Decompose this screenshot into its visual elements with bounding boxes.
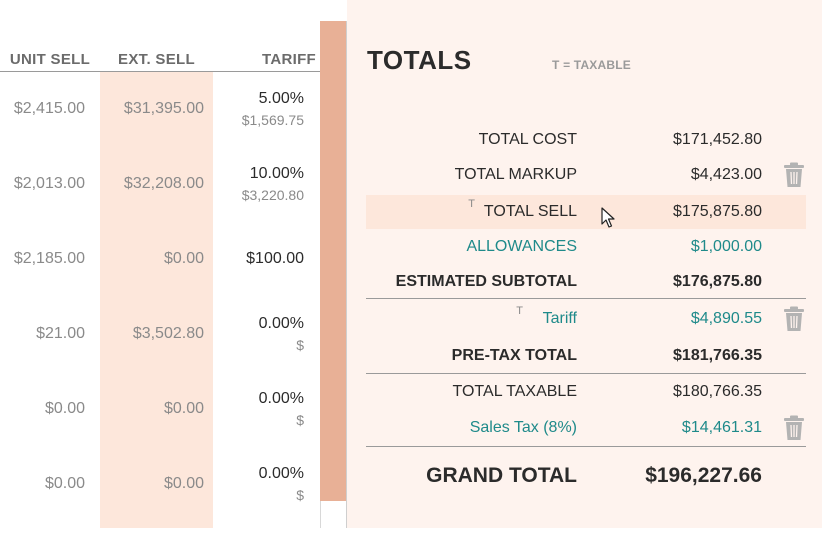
ext-sell-cell: $31,395.00	[123, 100, 204, 117]
allowances-link[interactable]: ALLOWANCES	[466, 238, 577, 255]
table-row: $2,013.00 $32,208.00 10.00% $3,220.80	[0, 165, 320, 250]
unit-sell-cell: $2,185.00	[13, 250, 85, 267]
line-items-table: UNIT SELL EXT. SELL TARIFF $2,415.00 $31…	[0, 0, 320, 528]
tariff-amount: $3,220.80	[241, 187, 304, 203]
taxable-marker: T	[468, 198, 475, 210]
table-header: UNIT SELL EXT. SELL TARIFF	[0, 40, 320, 72]
total-cost-label: TOTAL COST	[478, 131, 577, 148]
tariff-value[interactable]: $100.00	[246, 250, 304, 267]
sales-tax-link[interactable]: Sales Tax (8%)	[469, 419, 577, 436]
unit-sell-cell: $2,415.00	[13, 100, 85, 117]
table-row: $2,415.00 $31,395.00 5.00% $1,569.75	[0, 90, 320, 175]
pre-tax-total-row: PRE-TAX TOTAL $181,766.35	[366, 339, 806, 373]
table-row: $0.00 $0.00 0.00% $	[0, 390, 320, 475]
taxable-marker: T	[516, 305, 523, 317]
tariff-row[interactable]: T Tariff $4,890.55	[366, 302, 806, 336]
total-markup-label: TOTAL MARKUP	[454, 166, 577, 183]
total-taxable-label: TOTAL TAXABLE	[452, 383, 578, 400]
ext-sell-cell: $32,208.00	[123, 175, 204, 192]
trash-icon[interactable]	[782, 415, 806, 441]
grand-total-row: GRAND TOTAL $196,227.66	[366, 460, 806, 494]
unit-sell-cell: $2,013.00	[13, 175, 85, 192]
total-cost-value: $171,452.80	[673, 131, 762, 148]
estimated-subtotal-label: ESTIMATED SUBTOTAL	[395, 273, 577, 290]
total-sell-label: TOTAL SELL	[483, 203, 577, 220]
sales-tax-value[interactable]: $14,461.31	[681, 419, 762, 436]
totals-panel: TOTALS T = TAXABLE TOTAL COST $171,452.8…	[347, 0, 822, 528]
tariff-value[interactable]: 0.00%	[258, 315, 304, 332]
unit-sell-cell: $21.00	[36, 325, 85, 342]
ext-sell-cell: $3,502.80	[132, 325, 204, 342]
header-tariff[interactable]: TARIFF	[261, 51, 316, 68]
total-sell-row: T TOTAL SELL $175,875.80	[366, 195, 806, 229]
estimated-subtotal-row: ESTIMATED SUBTOTAL $176,875.80	[366, 265, 806, 299]
total-taxable-value: $180,766.35	[673, 383, 762, 400]
panel-divider-track	[320, 501, 347, 528]
total-sell-value: $175,875.80	[673, 203, 762, 220]
divider	[366, 446, 806, 447]
divider	[366, 298, 806, 299]
allowances-value[interactable]: $1,000.00	[690, 238, 762, 255]
taxable-legend: T = TAXABLE	[552, 58, 631, 72]
panel-divider-line	[346, 21, 347, 528]
divider	[366, 373, 806, 374]
trash-icon[interactable]	[782, 162, 806, 188]
tariff-link[interactable]: Tariff	[542, 310, 577, 327]
tariff-value[interactable]: 5.00%	[258, 90, 304, 107]
table-row: $0.00 $0.00 0.00% $	[0, 465, 320, 550]
ext-sell-cell: $0.00	[163, 475, 204, 492]
header-unit-sell[interactable]: UNIT SELL	[9, 51, 91, 68]
allowances-row[interactable]: ALLOWANCES $1,000.00	[366, 230, 806, 264]
mouse-cursor-icon	[601, 207, 615, 228]
pre-tax-total-value: $181,766.35	[673, 347, 762, 364]
ext-sell-column-highlight	[100, 72, 213, 528]
unit-sell-cell: $0.00	[44, 400, 85, 417]
ext-sell-cell: $0.00	[163, 400, 204, 417]
tariff-value[interactable]: 0.00%	[258, 390, 304, 407]
total-cost-row: TOTAL COST $171,452.80	[366, 123, 806, 157]
tariff-value[interactable]: 10.00%	[249, 165, 304, 182]
table-row: $2,185.00 $0.00 $100.00	[0, 250, 320, 325]
total-taxable-row: TOTAL TAXABLE $180,766.35	[366, 375, 806, 409]
grand-total-value: $196,227.66	[645, 464, 762, 487]
table-row: $21.00 $3,502.80 0.00% $	[0, 315, 320, 400]
ext-sell-cell: $0.00	[163, 250, 204, 267]
sales-tax-row[interactable]: Sales Tax (8%) $14,461.31	[366, 411, 806, 445]
tariff-amount: $	[296, 412, 304, 428]
tariff-amount: $	[296, 337, 304, 353]
total-markup-value: $4,423.00	[690, 166, 762, 183]
estimated-subtotal-value: $176,875.80	[673, 273, 762, 290]
grand-total-label: GRAND TOTAL	[426, 464, 577, 487]
unit-sell-cell: $0.00	[44, 475, 85, 492]
panel-resize-handle[interactable]	[320, 21, 346, 501]
trash-icon[interactable]	[782, 306, 806, 332]
total-markup-row: TOTAL MARKUP $4,423.00	[366, 158, 806, 192]
tariff-value[interactable]: 0.00%	[258, 465, 304, 482]
totals-title: TOTALS	[367, 45, 472, 75]
tariff-amount: $	[296, 487, 304, 503]
tariff-total-value[interactable]: $4,890.55	[690, 310, 762, 327]
tariff-amount: $1,569.75	[241, 112, 304, 128]
pre-tax-total-label: PRE-TAX TOTAL	[451, 347, 577, 364]
header-ext-sell[interactable]: EXT. SELL	[118, 51, 195, 68]
